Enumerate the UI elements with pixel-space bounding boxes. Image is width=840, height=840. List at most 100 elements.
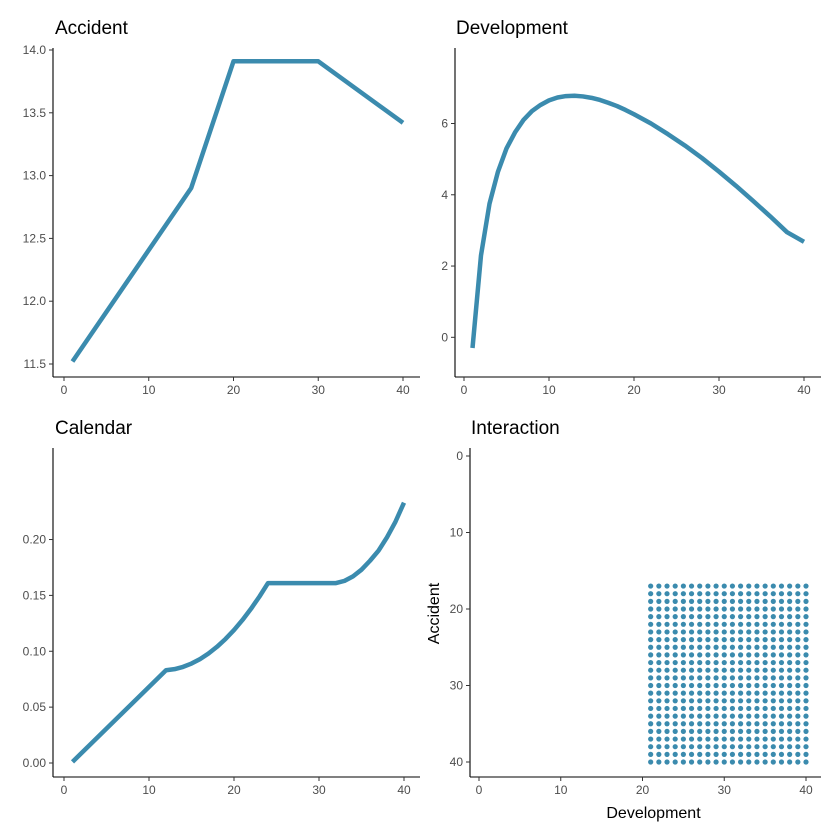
interaction-point <box>672 698 678 704</box>
interaction-point <box>648 728 654 735</box>
interaction-point <box>754 644 760 650</box>
interaction-point <box>778 644 785 650</box>
interaction-point <box>754 713 760 719</box>
interaction-point <box>721 652 727 658</box>
interaction-point <box>738 606 744 612</box>
interaction-point <box>697 659 703 666</box>
interaction-point <box>754 751 760 757</box>
interaction-point <box>688 690 695 696</box>
interaction-point <box>746 705 752 712</box>
interaction-point <box>664 759 670 765</box>
calendar-y-tick-label: 0.10 <box>23 644 47 658</box>
interaction-point <box>778 667 785 673</box>
interaction-x-tick-label: 30 <box>718 783 732 797</box>
interaction-point <box>787 637 793 643</box>
interaction-point <box>729 698 736 704</box>
interaction-point <box>713 598 719 604</box>
interaction-point <box>770 659 776 666</box>
interaction-point <box>754 759 760 765</box>
interaction-point <box>795 744 801 750</box>
interaction-point <box>664 637 670 643</box>
interaction-point <box>688 591 695 597</box>
interaction-point <box>656 728 662 735</box>
development-x-tick-label: 30 <box>712 383 726 397</box>
interaction-point <box>688 652 695 658</box>
interaction-point <box>672 759 678 765</box>
interaction-point <box>664 728 670 735</box>
interaction-point <box>778 682 785 689</box>
interaction-point <box>705 698 711 704</box>
interaction-point <box>713 675 719 681</box>
interaction-point <box>721 675 727 681</box>
interaction-point <box>762 690 768 696</box>
interaction-point <box>729 728 736 735</box>
interaction-point <box>787 744 793 750</box>
interaction-point <box>778 652 785 658</box>
interaction-x-tick-label: 20 <box>636 783 650 797</box>
interaction-point <box>729 591 736 597</box>
interaction-point <box>762 659 768 666</box>
interaction-point <box>729 682 736 689</box>
interaction-point <box>688 629 695 635</box>
interaction-point <box>697 713 703 719</box>
interaction-point <box>656 698 662 704</box>
interaction-title: Interaction <box>471 418 560 439</box>
interaction-point <box>738 721 744 727</box>
interaction-point <box>721 690 727 696</box>
development-y-tick-label: 4 <box>441 188 448 202</box>
calendar-x-tick-label: 20 <box>227 783 241 797</box>
interaction-point <box>738 614 744 620</box>
interaction-point <box>770 751 776 757</box>
interaction-point <box>754 675 760 681</box>
interaction-point <box>770 606 776 612</box>
interaction-point <box>648 644 654 650</box>
interaction-point <box>721 644 727 650</box>
interaction-point <box>697 744 703 750</box>
interaction-point <box>787 591 793 597</box>
interaction-point <box>680 744 686 750</box>
interaction-point <box>656 675 662 681</box>
interaction-point <box>697 728 703 735</box>
interaction-point <box>778 721 785 727</box>
interaction-point <box>656 682 662 689</box>
interaction-point <box>705 644 711 650</box>
interaction-point <box>803 751 809 757</box>
interaction-point <box>795 759 801 765</box>
interaction-point <box>713 621 719 627</box>
interaction-point <box>746 629 752 635</box>
interaction-point <box>746 591 752 597</box>
interaction-point <box>795 713 801 719</box>
interaction-point <box>795 705 801 712</box>
interaction-point <box>729 598 736 604</box>
interaction-point <box>713 644 719 650</box>
interaction-point <box>762 637 768 643</box>
interaction-point <box>705 614 711 620</box>
interaction-point <box>688 682 695 689</box>
interaction-point <box>778 736 785 742</box>
interaction-point <box>795 591 801 597</box>
interaction-point <box>656 705 662 712</box>
interaction-point <box>721 705 727 712</box>
interaction-point <box>770 614 776 620</box>
interaction-point <box>770 713 776 719</box>
interaction-point <box>778 675 785 681</box>
interaction-point <box>729 751 736 757</box>
interaction-point <box>803 759 809 765</box>
interaction-point <box>803 690 809 696</box>
interaction-point <box>664 751 670 757</box>
interaction-point <box>787 659 793 666</box>
interaction-point <box>721 637 727 643</box>
interaction-point <box>648 744 654 750</box>
interaction-point <box>729 644 736 650</box>
interaction-point <box>713 705 719 712</box>
interaction-point <box>754 652 760 658</box>
interaction-point <box>713 614 719 620</box>
interaction-point <box>762 744 768 750</box>
interaction-point <box>705 713 711 719</box>
interaction-point <box>697 705 703 712</box>
interaction-point <box>738 621 744 627</box>
interaction-point <box>705 728 711 735</box>
interaction-point <box>680 682 686 689</box>
interaction-point <box>656 591 662 597</box>
interaction-point <box>656 644 662 650</box>
